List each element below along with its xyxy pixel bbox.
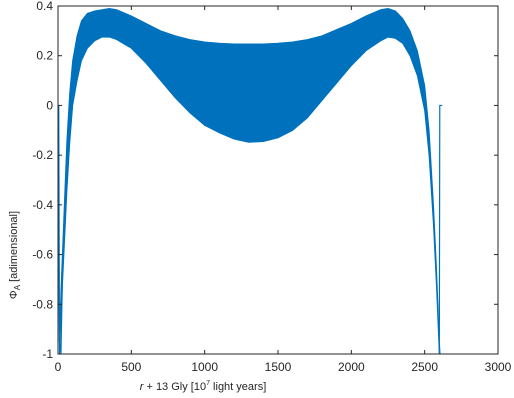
x-tick-label: 0 <box>55 360 62 374</box>
y-tick-label: -0.4 <box>32 198 53 212</box>
y-tick-label: -0.2 <box>32 148 53 162</box>
y-tick-label: 0.2 <box>36 49 53 63</box>
y-tick-label: 0.4 <box>36 0 53 13</box>
y-axis-label: ΦA [adimensional] <box>8 211 22 299</box>
x-tick-label: 1000 <box>191 360 218 374</box>
phi-edge-segment-0 <box>58 105 63 355</box>
phi-oscillation-band <box>57 7 441 355</box>
y-tick-label: -0.8 <box>32 297 53 311</box>
x-tick-label: 1500 <box>265 360 292 374</box>
phi-edge-segment-1 <box>438 104 443 355</box>
axis-ticks: 0 500 1000 1500 2000 2500 3000 -1 -0.8 -0.6 -0.4 -0… <box>32 0 511 374</box>
x-tick-label: 2500 <box>411 360 438 374</box>
x-tick-label: 500 <box>121 360 141 374</box>
y-tick-label: -0.6 <box>32 248 53 262</box>
x-axis-label: r + 13 Gly [107 light years] <box>140 380 267 393</box>
x-tick-label: 2000 <box>338 360 365 374</box>
x-tick-label: 3000 <box>485 360 512 374</box>
y-tick-label: -1 <box>42 347 53 361</box>
plot-area <box>57 7 443 355</box>
y-tick-label: 0 <box>46 98 53 112</box>
